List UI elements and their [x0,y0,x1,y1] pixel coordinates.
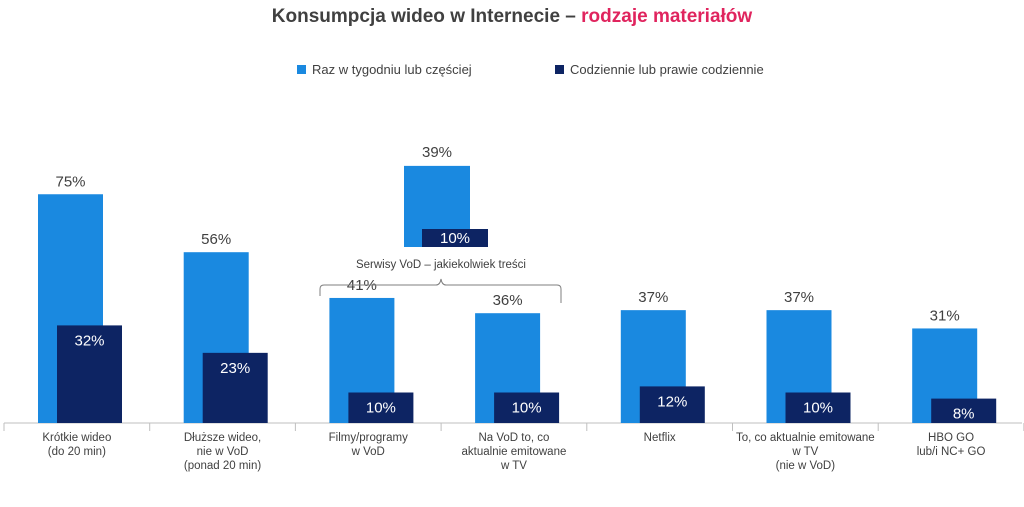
category-label-line: Dłuższe wideo, [184,432,261,444]
category-label-line: w TV [500,460,527,472]
bar-daily [931,398,997,423]
category-label: HBO GO lub/i NC+ GO [917,432,986,458]
category-label-line: (nie w VoD) [776,460,836,472]
bar-daily [639,386,705,423]
bar-daily [348,392,414,423]
inset-data-label-daily: 10% [440,230,470,247]
data-label-daily: 12% [657,393,687,410]
category-label-line: Netflix [644,432,676,444]
category-label: Krótkie wideo (do 20 min) [42,432,111,458]
vod-bracket [319,278,562,303]
legend-swatch-weekly [297,65,306,74]
inset-data-label-weekly: 39% [422,144,452,161]
category-label-line: nie w VoD [197,446,249,458]
legend-item-weekly: Raz w tygodniu lub częściej [297,62,472,77]
data-label-daily: 10% [512,400,542,417]
category-label-line: aktualnie emitowane [462,446,567,458]
category-label-line: Filmy/programy [329,432,408,444]
category-label-line: To, co aktualnie emitowane [736,432,875,444]
legend-label-daily: Codziennie lub prawie codziennie [570,62,764,77]
data-label-weekly: 37% [784,289,814,306]
data-label-weekly: 31% [930,307,960,324]
data-label-weekly: 56% [201,231,231,248]
category-label-line: Na VoD to, co [478,432,549,444]
category-label: Filmy/programy w VoD [329,432,408,458]
category-label-line: w TV [791,446,818,458]
category-label: Na VoD to, co aktualnie emitowane w TV [462,432,567,472]
bar-daily [57,325,122,423]
category-label-line: HBO GO [928,432,974,444]
data-label-daily: 10% [366,400,396,417]
data-label-weekly: 75% [55,173,85,190]
legend-swatch-daily [555,65,564,74]
chart-title: Konsumpcja wideo w Internecie – rodzaje … [0,6,1024,28]
category-label: Netflix [644,432,676,444]
data-label-weekly: 36% [493,292,523,309]
data-label-daily: 23% [220,360,250,377]
data-label-daily: 32% [74,332,104,349]
category-label-line: (ponad 20 min) [184,460,262,472]
category-label: To, co aktualnie emitowane w TV (nie w VoD… [736,432,875,472]
data-label-weekly: 37% [638,289,668,306]
inset-bar-daily [422,229,488,247]
data-label-daily: 10% [803,400,833,417]
title-accent: rodzaje materiałów [581,6,753,27]
category-label-line: lub/i NC+ GO [917,446,986,458]
category-label-line: w VoD [351,446,385,458]
category-label: Dłuższe wideo, nie w VoD (ponad 20 min) [184,432,262,472]
title-main: Konsumpcja wideo w Internecie – [271,6,582,27]
bar-daily [785,392,851,423]
data-label-daily: 8% [953,406,975,423]
legend-item-daily: Codziennie lub prawie codziennie [555,62,764,77]
category-label-line: (do 20 min) [48,446,106,458]
legend-label-weekly: Raz w tygodniu lub częściej [312,62,472,77]
bar-daily [494,392,560,423]
category-label-line: Krótkie wideo [42,432,111,444]
bar-daily [202,352,268,423]
inset-label: Serwisy VoD – jakiekolwiek treści [356,259,526,271]
